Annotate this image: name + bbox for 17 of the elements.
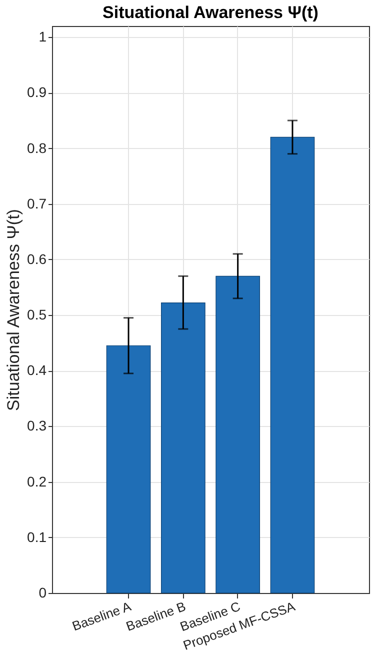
y-tick-label: 0.8 — [27, 140, 47, 156]
bar — [106, 345, 151, 594]
y-tick-label: 0.9 — [27, 84, 47, 100]
y-tick-label: 0.1 — [27, 528, 47, 545]
bar — [216, 276, 260, 594]
chart-title: Situational Awareness Ψ(t) — [102, 3, 318, 22]
y-tick-label: 0 — [38, 584, 47, 600]
y-tick-label: 0.6 — [27, 250, 47, 267]
y-tick-label: 1 — [38, 28, 47, 45]
y-tick-label: 0.7 — [27, 195, 47, 212]
bar — [161, 302, 206, 594]
bar — [270, 136, 315, 594]
y-axis-title: Situational Awareness Ψ(t) — [4, 209, 24, 411]
y-tick-label: 0.2 — [27, 473, 47, 490]
y-tick-label: 0.4 — [27, 362, 47, 378]
y-tick-label: 0.3 — [27, 418, 47, 434]
y-tick-label: 0.5 — [27, 306, 47, 323]
